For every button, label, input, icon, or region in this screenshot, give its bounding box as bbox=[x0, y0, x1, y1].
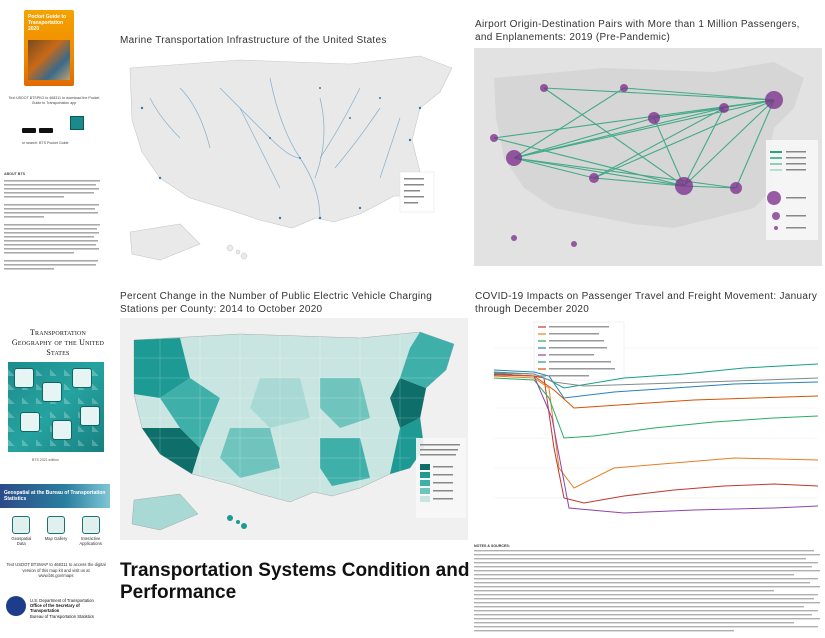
transportation-geography-artwork bbox=[8, 362, 104, 452]
truck-icon bbox=[14, 368, 34, 388]
ev-map[interactable] bbox=[120, 318, 468, 540]
covid-chart-title: COVID-19 Impacts on Passenger Travel and… bbox=[475, 291, 818, 315]
rail-icon bbox=[42, 382, 62, 402]
ev-alaska-inset bbox=[131, 493, 199, 531]
resource-icon-row: Geospatial Data Map Gallery Interactive … bbox=[4, 516, 108, 546]
pocket-guide-title: Pocket Guide to Transportation 2020 bbox=[28, 14, 67, 32]
airport-map[interactable] bbox=[474, 48, 822, 266]
plane-icon bbox=[20, 412, 40, 432]
marine-map-title: Marine Transportation Infrastructure of … bbox=[120, 35, 387, 46]
notes-and-sources: NOTES & SOURCES: bbox=[474, 544, 822, 638]
marine-map[interactable] bbox=[120, 48, 468, 266]
map-gallery-link[interactable]: Map Gallery bbox=[41, 516, 71, 546]
ev-legend bbox=[416, 438, 466, 518]
airport-map-svg bbox=[474, 48, 822, 266]
transportation-geography-title: Transportation Geography of the United S… bbox=[11, 328, 105, 357]
covid-chart-svg bbox=[493, 321, 819, 514]
airport-legend bbox=[766, 140, 818, 240]
about-bts-text bbox=[4, 180, 104, 285]
interactive-apps-link[interactable]: Interactive Applications bbox=[76, 516, 106, 546]
bus-icon bbox=[80, 406, 100, 426]
airport-map-title: Airport Origin-Destination Pairs with Mo… bbox=[475, 19, 800, 43]
covid-chart[interactable] bbox=[474, 318, 822, 540]
alaska-inset bbox=[129, 223, 201, 261]
map-gallery-label: Map Gallery bbox=[44, 536, 68, 541]
about-bts-text-lines bbox=[4, 180, 100, 270]
interactive-apps-label: Interactive Applications bbox=[79, 536, 102, 546]
interactive-app-icon bbox=[81, 516, 100, 534]
agency-line-1: U.S. Department of Transportation bbox=[30, 598, 94, 603]
ev-hawaii-inset bbox=[227, 515, 247, 529]
notes-heading: NOTES & SOURCES: bbox=[474, 544, 510, 548]
app-store-icon[interactable] bbox=[22, 128, 36, 133]
notes-text-lines bbox=[474, 550, 820, 632]
google-play-icon[interactable] bbox=[39, 128, 53, 133]
about-bts-heading: ABOUT BTS bbox=[4, 172, 25, 176]
covid-chart-series bbox=[493, 363, 819, 514]
visit-text: Text USDOT BTSMAP to 468311 to access th… bbox=[6, 562, 106, 578]
geospatial-banner-text: Geospatial at the Bureau of Transportati… bbox=[4, 490, 106, 502]
pocket-guide-photo bbox=[28, 40, 70, 80]
marine-legend bbox=[399, 171, 435, 213]
agency-block: U.S. Department of Transportation Office… bbox=[30, 598, 110, 619]
dot-seal-icon bbox=[6, 596, 26, 616]
app-store-badges[interactable] bbox=[22, 128, 53, 133]
bridge-icon bbox=[52, 420, 72, 440]
covid-chart-legend bbox=[533, 321, 625, 381]
alaska-hawaii-airports bbox=[511, 235, 577, 247]
map-gallery-icon bbox=[46, 516, 65, 534]
ev-map-svg bbox=[131, 331, 466, 531]
pocket-guide-search-text: or search: BTS Pocket Guide bbox=[22, 141, 69, 145]
ev-map-title: Percent Change in the Number of Public E… bbox=[120, 291, 433, 315]
marine-map-svg bbox=[129, 55, 453, 261]
qr-code-icon[interactable] bbox=[70, 116, 84, 130]
pocket-guide-text: Text USDOT BTSPKG to 468311 to download … bbox=[8, 96, 100, 105]
sidebar: Pocket Guide to Transportation 2020 Text… bbox=[0, 0, 110, 638]
artwork-caption: BTS 2021 edition bbox=[32, 458, 59, 462]
geospatial-data-link[interactable]: Geospatial Data bbox=[6, 516, 36, 546]
map-layers-icon bbox=[12, 516, 31, 534]
pocket-guide-cover[interactable]: Pocket Guide to Transportation 2020 bbox=[24, 10, 74, 86]
agency-line-3: Bureau of Transportation Statistics bbox=[30, 613, 95, 619]
hawaii-inset bbox=[226, 244, 248, 260]
geospatial-data-label: Geospatial Data bbox=[11, 536, 32, 546]
agency-line-2: Office of the Secretary of Transportatio… bbox=[30, 603, 80, 614]
main-title: Transportation Systems Condition and Per… bbox=[120, 560, 470, 603]
geospatial-banner[interactable]: Geospatial at the Bureau of Transportati… bbox=[0, 484, 110, 508]
ship-icon bbox=[72, 368, 92, 388]
